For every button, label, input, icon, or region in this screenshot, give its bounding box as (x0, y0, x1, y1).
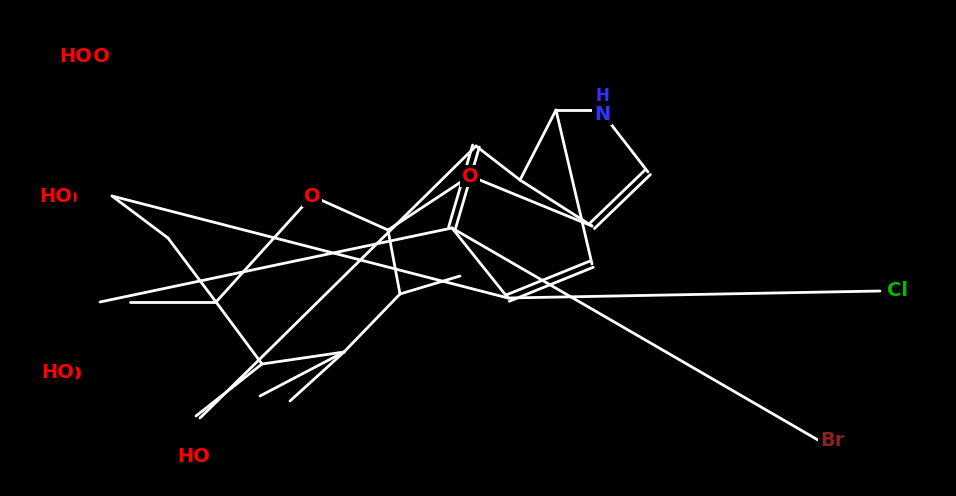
Text: HO: HO (77, 47, 111, 65)
Text: HO: HO (41, 363, 75, 381)
Text: O: O (462, 167, 478, 186)
Text: HO: HO (50, 365, 82, 383)
Text: HO: HO (178, 446, 210, 466)
Text: Br: Br (820, 431, 844, 449)
Text: HO: HO (39, 186, 73, 205)
Text: N: N (594, 105, 610, 124)
Text: HO: HO (59, 47, 93, 65)
Text: HO: HO (176, 448, 208, 468)
Text: HO: HO (46, 188, 78, 207)
Text: O: O (304, 186, 320, 205)
Text: H: H (595, 87, 609, 105)
Text: Cl: Cl (887, 282, 908, 301)
